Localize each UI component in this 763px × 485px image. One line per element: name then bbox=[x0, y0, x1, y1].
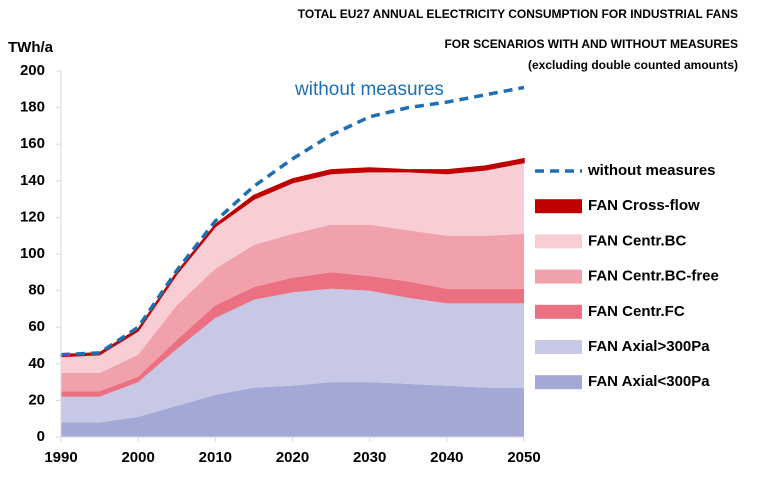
y-tick-label: 40 bbox=[28, 355, 45, 372]
y-tick-label: 140 bbox=[20, 172, 45, 189]
legend-label: FAN Centr.BC bbox=[588, 232, 687, 249]
y-tick-label: 20 bbox=[28, 391, 45, 408]
legend-label: without measures bbox=[587, 162, 716, 179]
area bbox=[60, 157, 525, 358]
legend-label: FAN Centr.BC-free bbox=[588, 268, 719, 285]
y-tick-label: 180 bbox=[20, 99, 45, 116]
legend-label: FAN Axial>300Pa bbox=[588, 338, 710, 355]
area bbox=[61, 224, 524, 392]
y-tick-label: 160 bbox=[20, 135, 45, 152]
legend-label: FAN Cross-flow bbox=[588, 197, 700, 214]
y-tick-label: 80 bbox=[28, 282, 45, 299]
y-tick-label: 60 bbox=[28, 318, 45, 335]
legend-swatch bbox=[535, 269, 582, 284]
legend-swatch bbox=[535, 199, 582, 214]
chart-title: FOR SCENARIOS WITH AND WITHOUT MEASURES bbox=[444, 37, 738, 51]
area bbox=[61, 288, 524, 423]
area bbox=[61, 162, 524, 373]
x-tick-label: 2040 bbox=[430, 449, 463, 466]
chart-title: TOTAL EU27 ANNUAL ELECTRICITY CONSUMPTIO… bbox=[298, 7, 738, 21]
x-tick-label: 2020 bbox=[276, 449, 309, 466]
area bbox=[61, 382, 524, 437]
legend-label: FAN Centr.FC bbox=[588, 303, 685, 320]
legend-swatch bbox=[535, 340, 582, 354]
legend-label: FAN Axial<300Pa bbox=[588, 373, 710, 390]
y-axis-label: TWh/a bbox=[8, 39, 54, 56]
chart-subtitle: (excluding double counted amounts) bbox=[528, 58, 738, 72]
legend-swatch bbox=[535, 234, 582, 249]
x-tick-label: 2050 bbox=[507, 449, 540, 466]
annotation: without measures bbox=[294, 79, 444, 100]
y-tick-label: 0 bbox=[37, 428, 45, 445]
x-tick-label: 2030 bbox=[353, 449, 386, 466]
y-tick-label: 100 bbox=[20, 245, 45, 262]
legend-swatch bbox=[535, 375, 582, 390]
line bbox=[60, 85, 525, 357]
x-tick-label: 1990 bbox=[44, 449, 77, 466]
y-tick-label: 120 bbox=[20, 208, 45, 225]
y-tick-label: 200 bbox=[20, 62, 45, 79]
x-tick-label: 2010 bbox=[199, 449, 232, 466]
x-tick-label: 2000 bbox=[121, 449, 154, 466]
legend-swatch bbox=[535, 304, 582, 319]
